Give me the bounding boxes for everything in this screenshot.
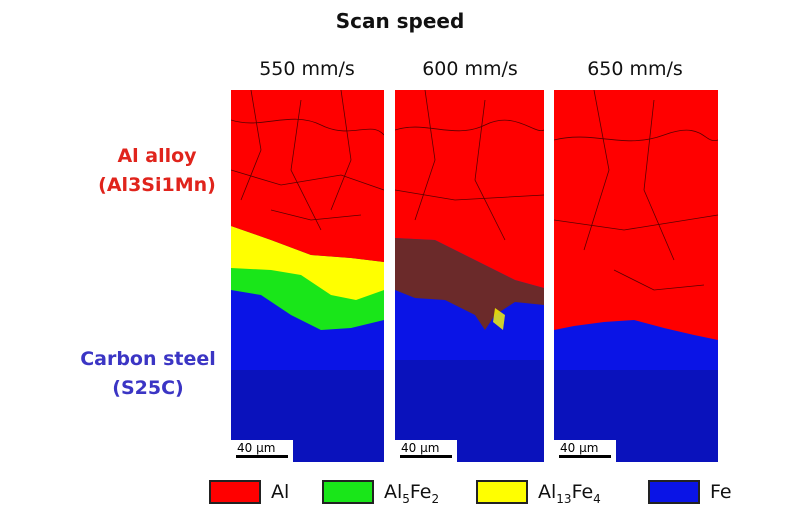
row-label-carbon-steel: Carbon steel (S25C) <box>48 345 248 403</box>
al13fe4-layer <box>231 226 384 300</box>
scale-bar-line <box>559 455 611 458</box>
legend-label-al13fe4: Al13Fe4 <box>538 481 601 506</box>
row-label-carbon-steel-line2: (S25C) <box>112 377 184 399</box>
scale-bar-600: 40 µm <box>395 440 457 462</box>
row-label-carbon-steel-line1: Carbon steel <box>80 348 216 370</box>
grain-boundaries <box>554 90 718 291</box>
scale-bar-label: 40 µm <box>560 441 599 455</box>
column-label-650: 650 mm/s <box>587 58 683 80</box>
grain-boundaries <box>395 90 544 241</box>
ebsd-panel-650: 40 µm <box>554 90 718 462</box>
chart-title: Scan speed <box>335 9 465 33</box>
ebsd-panel-550: 40 µm <box>231 90 384 462</box>
ebsd-map-550 <box>231 90 384 462</box>
ebsd-map-650 <box>554 90 718 462</box>
scale-bar-label: 40 µm <box>401 441 440 455</box>
legend-swatch-al13fe4 <box>476 480 528 504</box>
scale-bar-550: 40 µm <box>231 440 293 462</box>
al13fe4-specks <box>493 308 505 330</box>
ebsd-map-600 <box>395 90 544 462</box>
column-label-600: 600 mm/s <box>422 58 518 80</box>
al-region <box>231 90 384 262</box>
interface-mixed-layer <box>395 238 544 330</box>
legend-label-al: Al <box>271 481 290 503</box>
row-label-al-alloy: Al alloy (Al3Si1Mn) <box>62 142 252 200</box>
column-label-550: 550 mm/s <box>259 58 355 80</box>
scale-bar-650: 40 µm <box>554 440 616 462</box>
scale-bar-label: 40 µm <box>237 441 276 455</box>
row-label-al-alloy-line1: Al alloy <box>117 145 197 167</box>
grain-boundaries <box>231 90 384 231</box>
legend-label-fe: Fe <box>710 481 732 503</box>
al-region <box>554 90 718 340</box>
legend-swatch-al5fe2 <box>322 480 374 504</box>
scale-bar-line <box>236 455 288 458</box>
legend-swatch-fe <box>648 480 700 504</box>
legend-label-al5fe2: Al5Fe2 <box>384 481 440 506</box>
row-label-al-alloy-line2: (Al3Si1Mn) <box>98 174 216 196</box>
scale-bar-line <box>400 455 452 458</box>
legend-swatch-al <box>209 480 261 504</box>
ebsd-panel-600: 40 µm <box>395 90 544 462</box>
